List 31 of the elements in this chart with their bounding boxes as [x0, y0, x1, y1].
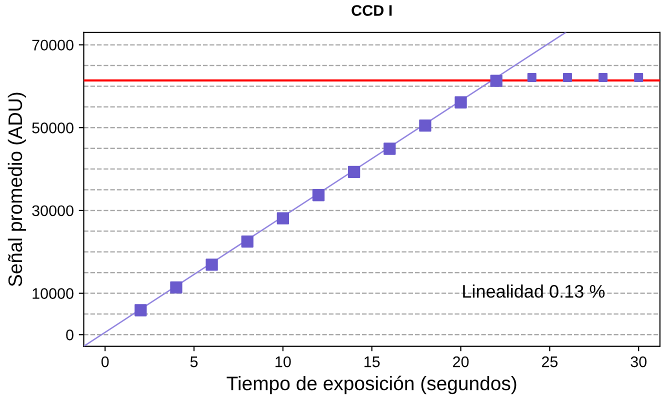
x-tick-label: 25 [542, 356, 558, 368]
y-tick-label: 50000 [32, 122, 74, 134]
point [384, 142, 396, 155]
y-tick-label: 70000 [32, 40, 74, 51]
point [419, 119, 432, 132]
x-tick-label: 0 [101, 356, 109, 368]
x-tick-label: 10 [276, 356, 291, 368]
x-tick-label: 5 [190, 356, 198, 368]
annotation: Linealidad 0.13 % [463, 284, 605, 298]
point [527, 73, 536, 82]
point [454, 96, 467, 108]
point [348, 166, 360, 178]
point [170, 281, 182, 294]
point [276, 212, 290, 224]
point [241, 235, 254, 248]
x-tick-label: 15 [364, 356, 380, 368]
point [562, 73, 572, 82]
point [598, 73, 608, 82]
x-tick-label: 30 [630, 356, 647, 368]
point [312, 189, 325, 202]
point [206, 258, 218, 271]
x-tick-label: 20 [453, 356, 469, 368]
point [634, 73, 644, 82]
point [490, 74, 502, 87]
chart-title: CCD I [352, 5, 392, 16]
y-tick-label: 0 [66, 330, 74, 340]
y-tick-label: 10000 [32, 288, 74, 299]
x-axis-title: Tiempo de exposición (segundos) [226, 376, 516, 394]
y-axis-title: Señal promedio (ADU) [8, 92, 26, 286]
y-tick-label: 30000 [32, 205, 74, 216]
point [134, 304, 147, 316]
